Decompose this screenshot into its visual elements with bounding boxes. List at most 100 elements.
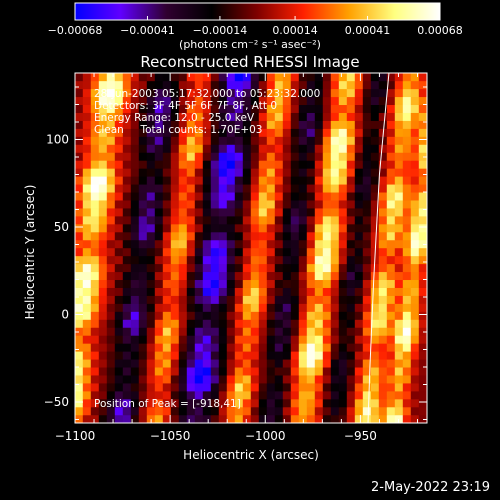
image-pixel	[386, 239, 396, 249]
image-pixel	[178, 375, 188, 384]
image-pixel	[106, 184, 116, 193]
image-pixel	[362, 104, 372, 113]
image-pixel	[370, 311, 380, 320]
image-pixel	[346, 112, 356, 121]
image-pixel	[354, 200, 364, 209]
image-pixel	[354, 112, 364, 121]
image-pixel	[386, 327, 396, 336]
image-pixel	[258, 287, 268, 296]
image-pixel	[170, 239, 180, 249]
image-pixel	[90, 208, 100, 217]
image-pixel	[418, 144, 427, 153]
image-pixel	[250, 414, 260, 423]
image-pixel	[322, 335, 332, 344]
image-pixel	[402, 208, 412, 217]
image-pixel	[274, 128, 284, 137]
image-pixel	[226, 112, 236, 121]
image-pixel	[282, 215, 292, 225]
image-pixel	[370, 192, 380, 201]
image-pixel	[114, 223, 124, 233]
image-pixel	[354, 295, 364, 304]
image-pixel	[378, 160, 388, 169]
image-pixel	[98, 287, 108, 296]
image-pixel	[130, 176, 140, 185]
image-pixel	[75, 335, 84, 344]
image-pixel	[114, 176, 124, 185]
colorbar-tick-label: 0.00041	[345, 24, 391, 37]
image-pixel	[362, 192, 372, 201]
image-pixel	[378, 375, 388, 384]
image-pixel	[138, 295, 148, 304]
image-pixel	[402, 390, 412, 400]
image-pixel	[330, 136, 340, 145]
image-pixel	[362, 215, 372, 225]
image-pixel	[162, 120, 172, 129]
image-pixel	[298, 390, 308, 400]
image-pixel	[410, 335, 420, 344]
image-pixel	[338, 200, 348, 209]
image-pixel	[178, 176, 188, 185]
image-pixel	[266, 375, 276, 384]
image-pixel	[162, 367, 172, 376]
image-pixel	[154, 136, 164, 145]
image-pixel	[290, 128, 300, 137]
image-pixel	[410, 375, 420, 384]
image-pixel	[362, 184, 372, 193]
image-pixel	[346, 271, 356, 281]
image-pixel	[346, 223, 356, 233]
image-pixel	[298, 406, 308, 416]
image-pixel	[370, 359, 380, 368]
image-pixel	[346, 311, 356, 320]
image-pixel	[75, 144, 84, 153]
image-pixel	[250, 398, 260, 408]
image-pixel	[122, 104, 132, 113]
image-pixel	[178, 383, 188, 392]
image-pixel	[282, 319, 292, 328]
image-pixel	[370, 287, 380, 296]
image-pixel	[194, 398, 204, 408]
image-pixel	[258, 327, 268, 336]
image-pixel	[394, 192, 404, 201]
image-pixel	[154, 398, 164, 408]
image-pixel	[274, 247, 284, 257]
image-pixel	[122, 152, 132, 161]
image-pixel	[330, 271, 340, 281]
image-pixel	[370, 184, 380, 193]
image-pixel	[82, 184, 92, 193]
image-pixel	[170, 200, 180, 209]
image-pixel	[130, 351, 140, 360]
image-pixel	[338, 343, 348, 352]
image-pixel	[386, 128, 396, 137]
image-pixel	[154, 223, 164, 233]
image-pixel	[138, 200, 148, 209]
image-pixel	[314, 223, 324, 233]
image-pixel	[98, 128, 108, 137]
image-pixel	[154, 311, 164, 320]
image-pixel	[162, 160, 172, 169]
image-pixel	[106, 367, 116, 376]
image-pixel	[322, 208, 332, 217]
image-pixel	[114, 255, 124, 265]
image-pixel	[378, 295, 388, 304]
image-pixel	[202, 112, 212, 121]
image-pixel	[386, 414, 396, 423]
image-pixel	[410, 414, 420, 423]
image-pixel	[314, 311, 324, 320]
image-pixel	[226, 359, 236, 368]
image-pixel	[306, 359, 316, 368]
image-pixel	[354, 184, 364, 193]
image-pixel	[338, 271, 348, 281]
image-pixel	[346, 255, 356, 265]
image-pixel	[250, 319, 260, 328]
image-pixel	[146, 152, 156, 161]
image-pixel	[314, 287, 324, 296]
image-pixel	[314, 215, 324, 225]
image-pixel	[410, 152, 420, 161]
image-pixel	[298, 247, 308, 257]
image-pixel	[354, 375, 364, 384]
image-pixel	[106, 406, 116, 416]
image-pixel	[266, 136, 276, 145]
image-pixel	[290, 80, 300, 90]
image-pixel	[266, 160, 276, 169]
image-pixel	[114, 200, 124, 209]
